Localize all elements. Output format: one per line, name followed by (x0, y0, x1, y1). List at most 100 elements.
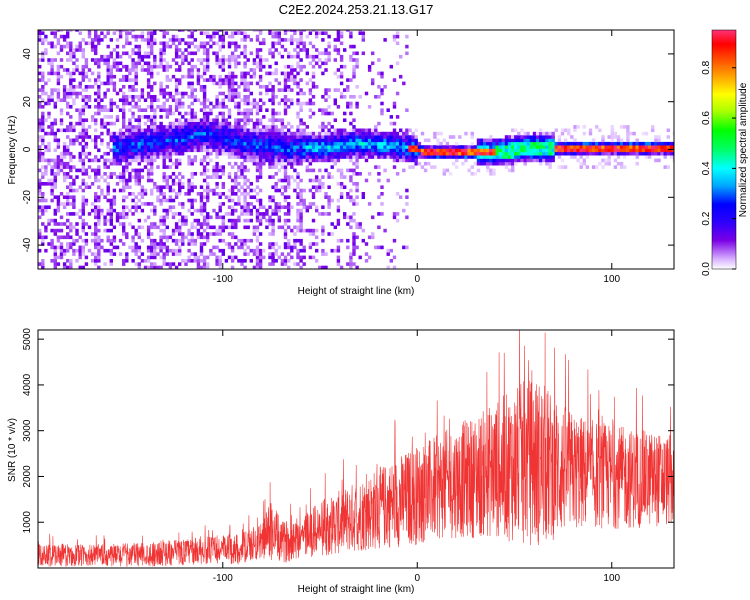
spectrogram-cell (280, 38, 285, 42)
spectrogram-cell (178, 68, 182, 72)
spectrogram-cell (103, 161, 107, 166)
spectrogram-cell (252, 145, 257, 149)
spectrogram-cell (118, 212, 123, 216)
spectrogram-cell (377, 245, 381, 250)
spectrogram-cell (227, 141, 232, 146)
spectrogram-cell (81, 228, 85, 233)
spectrogram-cell (69, 41, 73, 46)
spectrogram-cell (349, 105, 353, 109)
spectrogram-cell (224, 135, 229, 139)
spectrogram-cell (196, 265, 201, 269)
spectrogram-cell (190, 115, 194, 119)
spectrogram-cell (184, 91, 188, 96)
spectrogram-cell (227, 115, 232, 119)
spectrogram-cell (299, 192, 303, 196)
spectrogram-cell (237, 245, 241, 250)
spectrogram-cell (59, 44, 64, 49)
spectrogram-cell (221, 248, 225, 253)
spectrogram-cell (150, 222, 154, 226)
spectrogram-cell (215, 121, 219, 126)
spectrogram-cell (364, 151, 369, 156)
spectrogram-cell (103, 218, 107, 223)
spectrogram-cell (651, 141, 655, 146)
spectrogram-cell (296, 111, 300, 116)
spectrogram-cell (106, 218, 110, 223)
spectrogram-cell (336, 168, 341, 173)
spectrogram-cell (305, 138, 309, 143)
spectrogram-cell (184, 218, 188, 223)
spectrogram-cell (626, 135, 630, 139)
spectrogram-cell (69, 78, 73, 82)
spectrogram-cell (50, 228, 54, 233)
spectrogram-cell (165, 235, 169, 240)
spectrogram-cell (196, 118, 201, 122)
figure-title: C2E2.2024.253.21.13.G17 (279, 2, 434, 17)
spectrogram-cell (377, 225, 381, 230)
spectrogram-cell (262, 158, 266, 163)
spectrogram-cell (171, 138, 176, 143)
spectrogram-cell (178, 188, 182, 193)
spectrogram-cell (296, 252, 300, 256)
spectrogram-cell (53, 178, 57, 183)
spectrogram-cell (489, 151, 493, 156)
spectrogram-cell (349, 198, 353, 203)
spectrogram-cell (62, 145, 67, 149)
spectrogram-cell (486, 155, 490, 159)
spectrogram-cell (106, 228, 110, 233)
spectrogram-cell (246, 101, 250, 106)
spectrogram-cell (106, 212, 110, 216)
spectrogram-cell (168, 145, 173, 149)
spectrogram-cell (165, 31, 169, 35)
spectrogram-cell (296, 141, 300, 146)
spectrogram-cell (389, 248, 393, 253)
spectrogram-cell (321, 158, 325, 163)
spectrogram-cell (352, 168, 356, 173)
spectrogram-cell (47, 218, 51, 223)
spectrogram-cell (367, 202, 372, 206)
spectrogram-cell (591, 151, 596, 156)
spectrogram-cell (405, 188, 409, 193)
spectrogram-cell (526, 135, 530, 139)
spectrogram-cell (184, 141, 188, 146)
spectrogram-cell (448, 145, 453, 149)
spectrogram-cell (122, 175, 126, 179)
spectrogram-cell (178, 141, 182, 146)
spectrogram-cell (56, 165, 61, 169)
spectrogram-cell (343, 148, 347, 153)
spectrogram-cell (255, 64, 260, 69)
spectrogram-cell (143, 265, 148, 269)
spectrogram-cell (159, 41, 163, 46)
spectrogram-cell (237, 182, 241, 186)
spectrogram-cell (287, 71, 291, 76)
spectrogram-cell (44, 48, 48, 52)
spectrogram-cell (156, 148, 160, 153)
spectrogram-cell (542, 155, 546, 159)
spectrogram-cell (529, 135, 534, 139)
spectrogram-cell (311, 218, 316, 223)
spectrogram-cell (355, 165, 359, 169)
spectrogram-cell (190, 91, 194, 96)
spectrogram-cell (215, 212, 219, 216)
spectrogram-cell (69, 58, 73, 62)
spectrogram-cell (81, 118, 85, 122)
spectrogram-cell (330, 135, 334, 139)
spectrogram-cell (81, 105, 85, 109)
spectrogram-cell (274, 182, 278, 186)
spectrogram-cell (153, 118, 157, 122)
spectrogram-cell (122, 131, 126, 136)
spectrogram-cell (588, 141, 593, 146)
spectrogram-cell (56, 41, 61, 46)
spectrogram-cell (146, 85, 151, 89)
spectrogram-cell (199, 44, 204, 49)
spectrogram-cell (215, 259, 219, 263)
spectrogram-cell (405, 131, 409, 136)
spectrogram-cell (209, 151, 213, 156)
spectrogram-cell (174, 248, 179, 253)
spectrogram-cell (619, 141, 624, 146)
spectrogram-cell (162, 108, 166, 112)
spectrogram-cell (156, 105, 160, 109)
spectrogram-cell (165, 111, 169, 116)
spectrogram-cell (122, 138, 126, 143)
spectrogram-cell (230, 188, 235, 193)
